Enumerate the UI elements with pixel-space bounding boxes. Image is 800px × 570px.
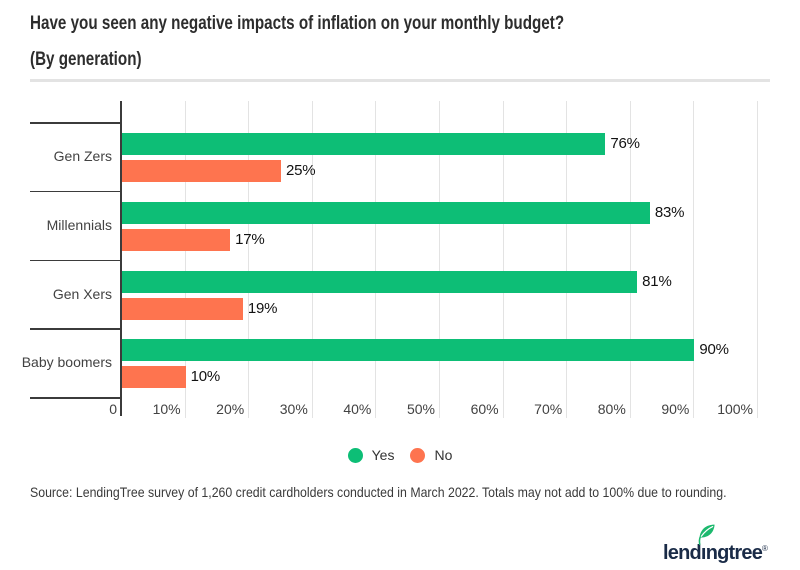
bar-yes-gen-xers (122, 270, 638, 293)
legend-item-yes: Yes (347, 447, 395, 463)
chart-legend: Yes No (0, 442, 800, 468)
y-axis-line (120, 101, 122, 416)
legend-label-no: No (434, 447, 453, 463)
title-divider (30, 79, 770, 82)
bar-no-gen-xers (122, 297, 243, 320)
category-label-baby-boomers: Baby boomers (21, 354, 112, 371)
gridline-100% (757, 101, 758, 418)
source-note: Source: LendingTree survey of 1,260 cred… (30, 484, 727, 500)
category-separator (30, 259, 122, 261)
bar-value-label-no-baby-boomers: 10% (190, 368, 221, 386)
legend-dot-yes (347, 447, 363, 463)
leaf-icon (698, 524, 715, 546)
x-tick-label-30%: 30% (279, 401, 308, 417)
bar-value-label-no-gen-zers: 25% (286, 162, 316, 179)
category-label-millennials: Millennials (46, 216, 112, 233)
bar-yes-gen-zers (122, 133, 606, 155)
x-tick-label-60%: 60% (470, 401, 499, 417)
x-tick-label-40%: 40% (343, 401, 372, 417)
bar-yes-millennials (122, 201, 650, 224)
legend-dot-no (410, 447, 426, 463)
x-tick-label-10%: 10% (152, 401, 181, 417)
gridline-10% (184, 101, 186, 418)
bar-chart-plot: 0 10% 20% 30% 40% 50% 60% 70% 80% 90% 100% Gen Zers… (0, 101, 800, 418)
x-tick-label-0: 0 (109, 401, 117, 417)
bar-value-label-yes-baby-boomers: 90% (699, 341, 729, 359)
logo-text: lendıngtree (663, 542, 763, 564)
bar-value-label-yes-gen-zers: 76% (610, 135, 640, 152)
legend-label-yes: Yes (371, 447, 395, 463)
bar-value-label-no-millennials: 17% (235, 230, 265, 248)
category-separator (30, 397, 122, 399)
bar-value-label-yes-gen-xers: 81% (642, 272, 672, 290)
x-tick-label-70%: 70% (534, 401, 563, 417)
bar-yes-baby-boomers (122, 339, 695, 362)
category-separator (30, 122, 122, 124)
gridline-90% (693, 101, 695, 418)
x-tick-label-50%: 50% (406, 401, 435, 417)
category-separator (30, 328, 122, 330)
x-tick-label-90%: 90% (661, 401, 690, 417)
gridline-20% (248, 101, 250, 418)
bar-value-label-yes-millennials: 83% (654, 203, 685, 221)
category-label-gen-zers: Gen Zers (53, 148, 112, 164)
registered-mark: ® (762, 544, 768, 553)
gridline-40% (375, 101, 377, 418)
category-label-gen-xers: Gen Xers (52, 285, 112, 302)
gridline-50% (439, 101, 440, 418)
chart-title: Have you seen any negative impacts of in… (30, 12, 565, 34)
gridline-80% (629, 101, 631, 418)
x-tick-label-100%: 100% (717, 401, 753, 417)
bar-no-millennials (122, 228, 231, 251)
bar-no-baby-boomers (122, 366, 186, 389)
legend-item-no: No (410, 447, 452, 463)
bar-value-label-no-gen-xers: 19% (247, 299, 278, 317)
x-tick-label-20%: 20% (216, 401, 245, 417)
gridline-60% (502, 101, 504, 418)
gridline-70% (566, 101, 568, 418)
chart-subtitle: (By generation) (30, 48, 142, 70)
x-tick-label-80%: 80% (597, 401, 626, 417)
bar-no-gen-zers (122, 160, 281, 182)
gridline-30% (311, 101, 313, 418)
lendingtree-logo: lendıngtree® (663, 524, 768, 568)
category-separator (30, 190, 122, 193)
